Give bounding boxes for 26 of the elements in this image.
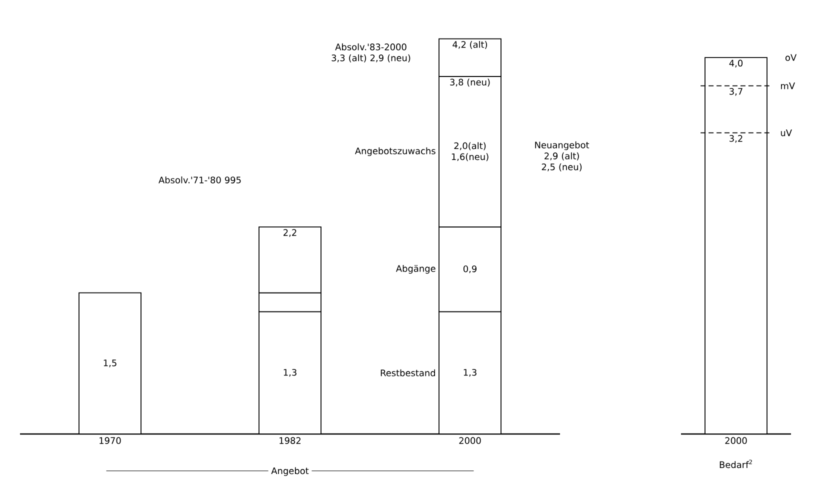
annotation: Absolv.'71-'80 995 (158, 176, 241, 184)
ref-line-label: uV (780, 130, 792, 136)
x-tick-label: 1970 (100, 437, 121, 444)
annotation: 2,2 (284, 229, 296, 237)
x-axis-title: Angebot (271, 467, 309, 476)
data-label: 2,0(alt) 1,6(neu) (452, 142, 488, 162)
annotation: 3,2 (730, 135, 742, 143)
text: oV (785, 54, 797, 61)
series-label: Angebotszuwachs (354, 147, 436, 156)
annotation: Absolv.'83-2000 3,3 (alt) 2,9 (neu) (332, 43, 410, 62)
series-label: Restbestand (380, 369, 436, 376)
x-tick-label: 2000 (725, 437, 747, 444)
x-tick-label: 1982 (280, 437, 301, 444)
x-tick-label: 2000 (459, 437, 481, 444)
annotation: Neuangebot 2,9 (alt) 2,5 (neu) (535, 141, 590, 172)
annotation: 4,2 (alt) (452, 40, 488, 49)
data-label: 4,0 (729, 60, 743, 68)
x-axis-title: Bedarf$^{2}$ (720, 460, 752, 468)
data-label: 1,3 (284, 368, 296, 377)
annotation: 3,8 (neu) (450, 78, 490, 87)
data-label: 1,5 (104, 360, 116, 368)
data-label: 1,3 (464, 368, 476, 377)
data-label: 0,9 (463, 265, 477, 274)
ref-line-label: mV (781, 82, 795, 90)
annotation: 3,7 (730, 88, 742, 96)
series-label: Abgänge (396, 264, 436, 274)
